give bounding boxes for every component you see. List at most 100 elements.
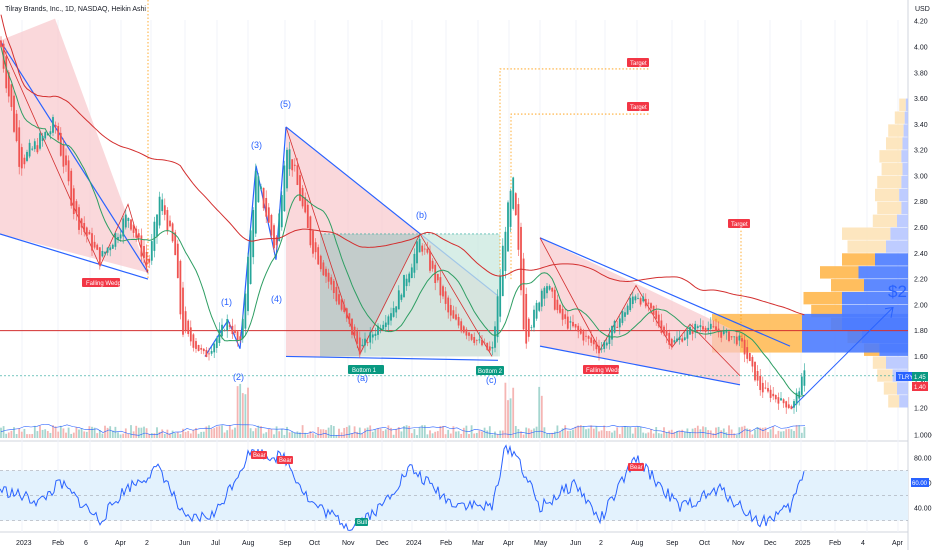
candle-body xyxy=(153,221,156,251)
volume-bar xyxy=(741,426,743,438)
volume-bar xyxy=(668,430,671,438)
volume-bar xyxy=(208,425,210,438)
volume-bar xyxy=(314,434,317,438)
vp-bar-down xyxy=(904,111,908,124)
candle-body xyxy=(397,290,400,310)
candle-body xyxy=(322,262,325,276)
volume-bar xyxy=(223,432,226,438)
candle-body xyxy=(98,247,101,266)
rsi-line xyxy=(0,444,805,531)
candle-body xyxy=(683,337,686,341)
candle-body xyxy=(468,332,470,336)
time-tick-label: Nov xyxy=(732,540,745,547)
volume-bar xyxy=(379,428,382,438)
volume-bar xyxy=(655,427,658,438)
candle-body xyxy=(756,371,759,381)
volume-bar xyxy=(582,426,585,438)
volume-bar xyxy=(317,427,320,438)
time-tick-label: Dec xyxy=(764,540,777,547)
level-price-badge: 1.40 xyxy=(912,382,928,391)
candle-body xyxy=(265,197,268,217)
candle-body xyxy=(413,253,416,273)
candle-body xyxy=(327,272,330,282)
candle-body xyxy=(343,304,346,313)
volume-bar xyxy=(639,426,642,438)
volume-bar xyxy=(540,395,543,438)
candle-body xyxy=(280,195,283,228)
candle-body xyxy=(673,340,676,343)
wedge-2-lower xyxy=(539,345,741,386)
candle-body xyxy=(577,325,580,332)
volume-bar xyxy=(197,433,200,438)
volume-bar xyxy=(343,427,346,438)
volume-bar xyxy=(759,427,762,438)
volume-bar xyxy=(70,433,73,438)
candle-body xyxy=(392,307,395,317)
volume-bar xyxy=(553,431,556,438)
candle-body xyxy=(54,124,57,128)
volume-bar xyxy=(470,425,473,438)
candle-body xyxy=(639,298,642,305)
bear-2-tag: Bear xyxy=(277,456,293,464)
candle-body xyxy=(634,296,637,301)
volume-bar xyxy=(291,431,294,438)
candle-body xyxy=(377,325,379,335)
volume-bar xyxy=(122,433,125,438)
candle-body xyxy=(145,251,148,266)
volume-bar xyxy=(637,426,639,438)
candle-body xyxy=(13,95,15,132)
volume-bar xyxy=(176,432,179,438)
candle-body xyxy=(473,336,476,343)
volume-bar xyxy=(13,427,15,438)
volume-bar xyxy=(751,434,754,438)
symbol-badge: TLRY xyxy=(896,372,913,381)
bear-3-tag: Bear xyxy=(628,463,644,471)
volume-bar xyxy=(787,428,790,438)
volume-bar xyxy=(278,431,281,438)
candle-body xyxy=(41,135,44,141)
volume-bar xyxy=(725,432,728,438)
volume-bar xyxy=(566,430,569,438)
volume-bar xyxy=(114,426,117,438)
volume-bar xyxy=(353,426,356,438)
candle-body xyxy=(795,392,798,405)
volume-bar xyxy=(280,428,283,438)
volume-bar xyxy=(785,429,788,438)
volume-bars xyxy=(0,382,806,438)
volume-bar xyxy=(306,434,309,438)
volume-bar xyxy=(670,429,673,438)
volume-bar xyxy=(254,428,257,438)
volume-bar xyxy=(595,426,598,438)
candle-body xyxy=(514,193,517,216)
candle-body xyxy=(148,258,151,263)
volume-bar xyxy=(127,433,130,438)
vp-bar-down xyxy=(875,253,908,266)
candle-body xyxy=(197,345,200,351)
time-tick-label: Jun xyxy=(179,540,190,547)
candle-body xyxy=(0,40,2,47)
volume-bar xyxy=(634,427,637,438)
volume-bar xyxy=(465,425,468,438)
volume-bar xyxy=(247,387,249,438)
candle-body xyxy=(52,117,54,133)
volume-bar xyxy=(39,425,41,438)
candle-body xyxy=(26,151,28,161)
volume-bar xyxy=(221,425,223,438)
candle-body xyxy=(572,321,574,327)
rsi-pane xyxy=(0,444,908,531)
volume-bar xyxy=(184,431,187,438)
candle-body xyxy=(299,175,301,201)
candle-body xyxy=(803,370,806,386)
volume-bar xyxy=(62,428,65,438)
volume-bar xyxy=(80,428,83,438)
candle-body xyxy=(384,322,387,328)
volume-bar xyxy=(535,426,538,438)
volume-bar xyxy=(330,425,333,438)
candle-body xyxy=(23,157,26,165)
candle-body xyxy=(522,258,525,330)
volume-bar xyxy=(429,430,431,438)
volume-bar xyxy=(712,433,715,438)
time-tick-label: Apr xyxy=(892,540,904,547)
candle-body xyxy=(449,304,452,316)
